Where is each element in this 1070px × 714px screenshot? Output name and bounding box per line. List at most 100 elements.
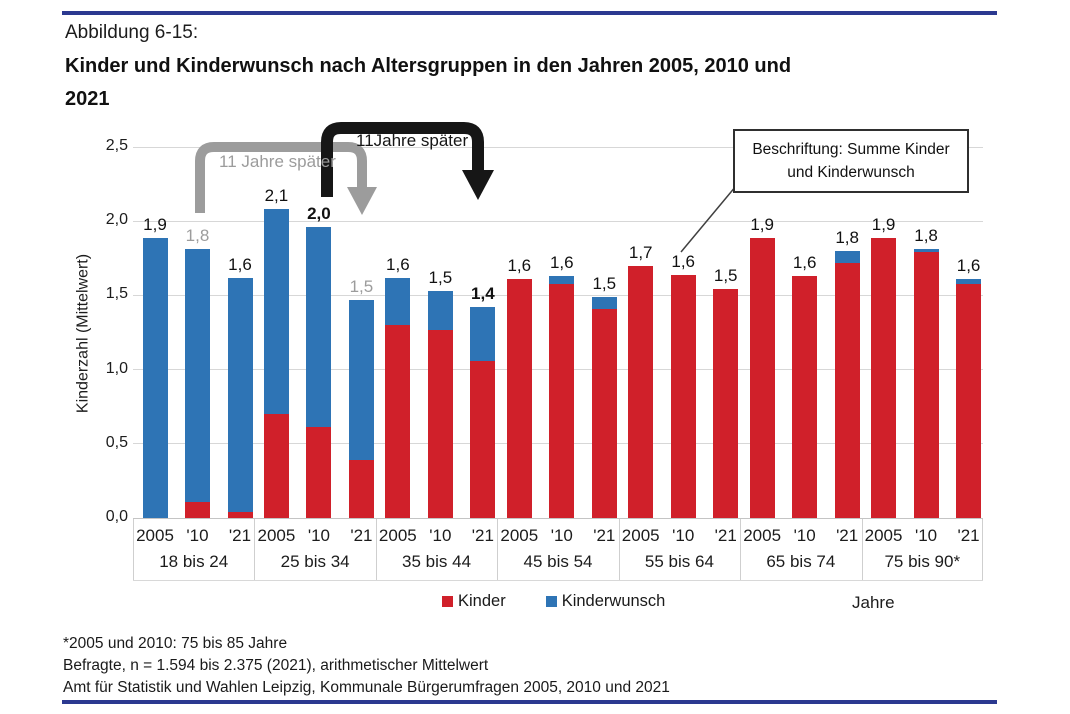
axis-separator xyxy=(375,519,377,580)
bar-segment-kinderwunsch xyxy=(348,299,374,461)
bar xyxy=(348,299,374,518)
bar-value-label: 1,9 xyxy=(871,214,896,234)
bottom-rule xyxy=(62,700,997,704)
gray-arrow-label: 11 Jahre später xyxy=(219,152,336,171)
x-tick-year: '10 xyxy=(672,526,695,545)
bar xyxy=(591,296,617,518)
x-axis-title: Jahre xyxy=(852,593,895,612)
legend: Kinder Kinderwunsch xyxy=(442,592,665,611)
figure-number-label: Abbildung 6-15: xyxy=(65,22,199,43)
x-tick-year: '10 xyxy=(307,526,330,545)
legend-label-kinderwunsch: Kinderwunsch xyxy=(561,592,666,610)
axis-separator xyxy=(861,519,863,580)
bar-segment-kinder xyxy=(591,308,617,518)
bar xyxy=(142,237,168,518)
bar xyxy=(427,290,453,518)
bar-segment-kinderwunsch xyxy=(470,307,496,361)
x-group-label: 75 bis 90* xyxy=(884,552,961,571)
bar-segment-kinder xyxy=(263,414,289,518)
gridline xyxy=(133,220,983,222)
y-tick-label: 0,0 xyxy=(105,508,128,525)
bar xyxy=(506,279,532,518)
bar-segment-kinder xyxy=(956,283,982,518)
x-tick-year: '10 xyxy=(793,526,816,545)
bar-segment-kinder xyxy=(749,237,775,518)
bar-segment-kinder xyxy=(549,283,575,518)
bar xyxy=(913,249,939,518)
bar-value-label: 1,5 xyxy=(592,273,617,293)
x-tick-year: 2005 xyxy=(621,526,660,545)
bar-segment-kinder xyxy=(834,262,860,518)
axis-separator xyxy=(740,519,742,580)
legend-item-kinderwunsch: Kinderwunsch xyxy=(545,592,666,611)
x-tick-year: 2005 xyxy=(136,526,174,545)
x-tick-year: '21 xyxy=(350,526,373,545)
bar-segment-kinderwunsch xyxy=(549,276,575,284)
bar-value-label: 1,5 xyxy=(713,266,738,286)
bar-value-label: 1,5 xyxy=(428,267,453,287)
bar xyxy=(871,237,897,518)
x-group-label: 35 bis 44 xyxy=(402,552,472,571)
x-group-label: 25 bis 34 xyxy=(280,552,350,571)
callout-box: Beschriftung: Summe Kinder und Kinderwun… xyxy=(733,129,969,193)
y-tick-label: 1,0 xyxy=(105,359,128,377)
bar-segment-kinder xyxy=(792,276,818,518)
figure-title-line1: Kinder und Kinderwunsch nach Altersgrupp… xyxy=(65,55,792,77)
bar xyxy=(713,289,739,518)
bar-segment-kinder xyxy=(871,237,897,518)
legend-item-kinder: Kinder xyxy=(442,592,506,611)
y-tick-label: 0,5 xyxy=(105,433,128,451)
bar-segment-kinder xyxy=(427,329,453,518)
bar-segment-kinder xyxy=(470,360,496,518)
y-tick-label: 2,0 xyxy=(105,211,128,229)
bar-value-label: 1,9 xyxy=(750,214,774,234)
bar-segment-kinderwunsch xyxy=(913,249,939,253)
footnote-2: Befragte, n = 1.594 bis 2.375 (2021), ar… xyxy=(63,657,489,674)
bar xyxy=(956,279,982,518)
bar-segment-kinder xyxy=(506,279,532,518)
bar-segment-kinder xyxy=(348,460,374,518)
y-tick-label: 1,5 xyxy=(105,285,128,303)
bar xyxy=(749,237,775,518)
bar-value-label: 2,0 xyxy=(307,204,331,224)
legend-label-kinder: Kinder xyxy=(458,592,506,610)
x-tick-year: 2005 xyxy=(378,526,417,545)
bar-segment-kinderwunsch xyxy=(956,279,982,284)
x-group-label: 18 bis 24 xyxy=(159,552,229,571)
bar-segment-kinderwunsch xyxy=(142,237,168,518)
bar-value-label: 1,8 xyxy=(835,227,859,247)
bar xyxy=(628,265,654,518)
x-tick-year: '10 xyxy=(186,526,209,545)
bar-value-label: 1,6 xyxy=(956,256,981,276)
x-tick-year: '21 xyxy=(714,526,737,545)
bar-segment-kinderwunsch xyxy=(306,227,332,428)
bar-value-label: 1,6 xyxy=(228,254,252,274)
axis-separator xyxy=(982,519,983,580)
footnote-3: Amt für Statistik und Wahlen Leipzig, Ko… xyxy=(63,679,670,696)
x-tick-year: '21 xyxy=(471,526,494,545)
plot-area: 1,9 1,8 1,6 2,1 2,0 1,5 1,6 1,5 1,4 1,6 1,6 1,5 1,7 1… xyxy=(133,146,983,519)
x-tick-year: '10 xyxy=(914,526,938,545)
figure-title: Kinder und Kinderwunsch nach Altersgrupp… xyxy=(65,50,965,116)
bar-segment-kinder xyxy=(713,289,739,518)
footnote-1: *2005 und 2010: 75 bis 85 Jahre xyxy=(63,635,288,652)
x-tick-year: '21 xyxy=(957,526,980,545)
bar-value-label: 1,6 xyxy=(549,253,574,273)
top-rule xyxy=(62,11,997,15)
bar xyxy=(670,274,696,518)
x-tick-year: 2005 xyxy=(743,526,782,545)
bar-value-label: 1,5 xyxy=(349,276,374,296)
kinderwunsch-swatch-icon xyxy=(545,596,557,607)
axis-separator xyxy=(497,519,499,580)
bar-value-label: 1,8 xyxy=(185,226,210,246)
bar-value-label: 1,4 xyxy=(471,284,495,304)
bar-value-label: 1,9 xyxy=(143,214,167,234)
bar-segment-kinderwunsch xyxy=(385,277,411,326)
bar-value-label: 1,6 xyxy=(386,254,410,274)
bar xyxy=(227,277,253,518)
x-tick-year: '21 xyxy=(836,526,859,545)
x-group-label: 55 bis 64 xyxy=(644,552,714,571)
bar xyxy=(470,307,496,518)
bar-segment-kinderwunsch xyxy=(263,209,289,415)
